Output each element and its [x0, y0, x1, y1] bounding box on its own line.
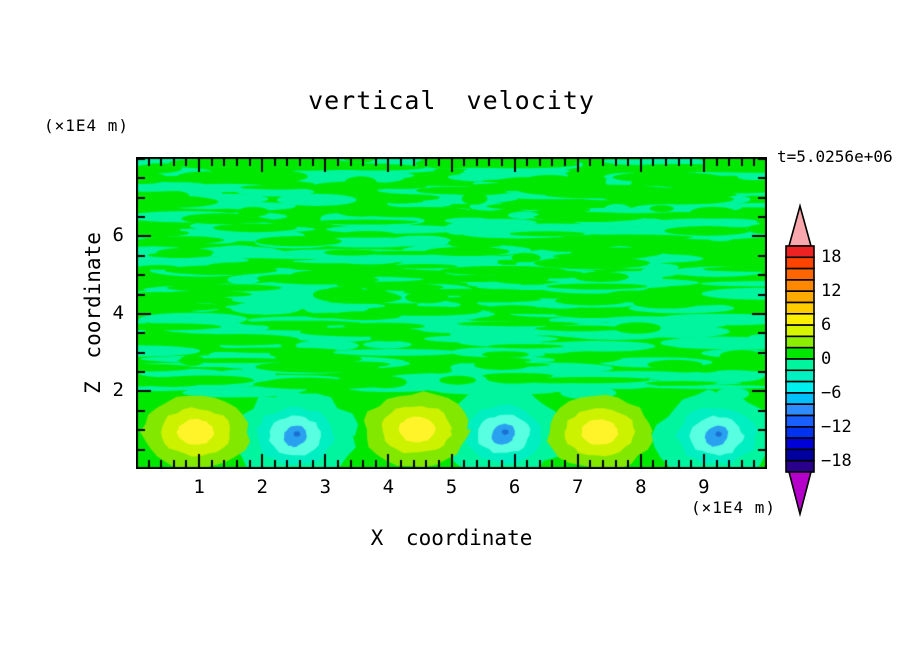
colorbar — [785, 202, 815, 518]
colorbar-segment — [785, 448, 815, 462]
colorbar-segment — [785, 403, 815, 417]
colorbar-under-arrow — [787, 471, 813, 518]
colorbar-segment — [785, 358, 815, 372]
colorbar-tick-label: −12 — [821, 416, 852, 437]
colorbar-segment — [785, 313, 815, 326]
colorbar-segment — [785, 414, 815, 428]
time-annotation: t=5.0256e+06 — [777, 147, 893, 166]
x-tick-label: 4 — [382, 476, 395, 498]
colorbar-segment — [785, 256, 815, 270]
x-tick-label: 1 — [193, 476, 205, 498]
z-tick-label: 4 — [112, 301, 124, 324]
colorbar-segment — [785, 335, 815, 349]
x-tick-label: 6 — [508, 476, 521, 498]
z-axis-unit-label: (×1E4 m) — [44, 116, 130, 135]
x-tick-label: 5 — [445, 476, 458, 498]
colorbar-tick-label: 18 — [821, 247, 842, 268]
colorbar-segment — [785, 369, 815, 383]
colorbar-segment — [785, 459, 815, 473]
colorbar-segment — [785, 426, 815, 439]
colorbar-segment — [785, 290, 815, 304]
x-axis-unit-label: (×1E4 m) — [690, 498, 776, 517]
colorbar-segment — [785, 324, 815, 338]
colorbar-segment — [785, 301, 815, 315]
colorbar-segment — [785, 279, 815, 293]
z-tick-label: 6 — [112, 224, 124, 247]
z-tick-label: 2 — [112, 379, 124, 402]
colorbar-tick-label: 0 — [821, 349, 832, 369]
colorbar-segment — [785, 437, 815, 451]
x-tick-label: 9 — [698, 476, 710, 498]
colorbar-tick-label: −6 — [821, 382, 842, 403]
colorbar-segment — [785, 380, 815, 394]
colorbar-tick-label: 6 — [821, 315, 832, 336]
colorbar-tick-label: 12 — [821, 281, 842, 302]
contour-plot — [136, 157, 767, 469]
x-tick-label: 2 — [256, 476, 268, 498]
x-axis-title: X coordinate — [370, 526, 533, 550]
x-tick-label: 8 — [635, 476, 647, 498]
colorbar-segment — [785, 346, 815, 360]
colorbar-segment — [785, 245, 815, 259]
colorbar-segment — [785, 267, 815, 281]
colorbar-segment — [785, 392, 815, 405]
chart-title: vertical velocity — [308, 86, 595, 115]
x-tick-label: 7 — [571, 476, 584, 498]
colorbar-over-arrow — [787, 202, 813, 247]
x-tick-label: 3 — [319, 476, 332, 498]
colorbar-tick-label: −18 — [821, 450, 852, 471]
